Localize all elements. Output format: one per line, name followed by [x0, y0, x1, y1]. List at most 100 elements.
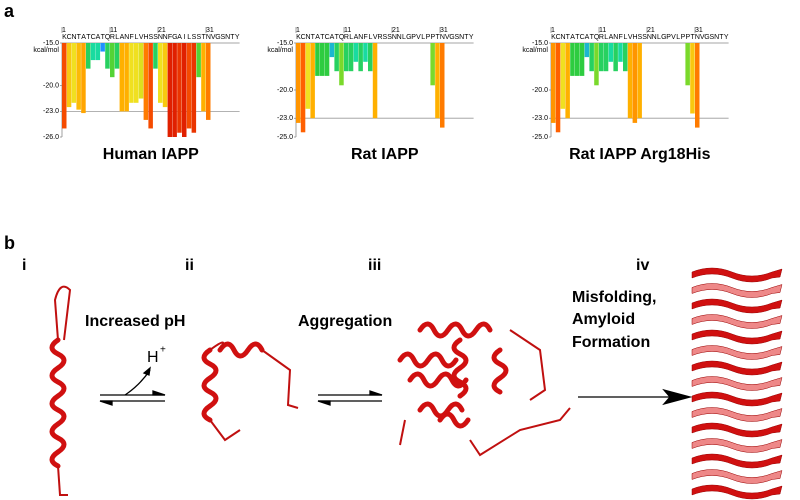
x-tick-label: 1 — [551, 27, 555, 34]
residue-label: V — [700, 34, 705, 41]
residue-label: S — [709, 34, 714, 41]
residue-label: G — [449, 34, 454, 41]
bar — [368, 43, 373, 72]
y-tick-label: -23.0 — [43, 108, 59, 115]
residue-label: N — [652, 34, 657, 41]
residue-label: P — [666, 34, 671, 41]
bar — [167, 43, 173, 137]
residue-label: P — [681, 34, 686, 41]
residue-label: S — [220, 34, 225, 41]
bar — [555, 43, 561, 133]
proton-charge: + — [160, 345, 166, 356]
bar — [153, 43, 158, 69]
x-tick-label: 11 — [599, 27, 606, 34]
residue-label: L — [657, 34, 661, 41]
step-label: Formation — [572, 334, 650, 351]
bar — [158, 43, 163, 103]
x-tick-label: 11 — [344, 27, 351, 34]
protein-monomer — [49, 285, 72, 496]
bar — [695, 43, 700, 128]
y-tick-label: -25.0 — [532, 134, 548, 141]
y-tick-label: -23.0 — [532, 115, 548, 122]
bar — [637, 43, 642, 119]
bar — [206, 43, 211, 120]
beta-strand — [691, 422, 783, 438]
bar — [86, 43, 91, 69]
bar — [560, 43, 566, 109]
bar — [440, 43, 445, 128]
residue-label: V — [373, 34, 378, 41]
bar — [81, 43, 86, 114]
residue-label: C — [556, 34, 561, 41]
residue-label: N — [647, 34, 652, 41]
bar — [186, 43, 192, 129]
beta-strand — [691, 376, 783, 391]
residue-label: T — [575, 34, 580, 41]
x-tick-label: 21 — [647, 27, 655, 34]
residue-label: T — [590, 34, 595, 41]
beta-strand — [691, 469, 783, 484]
bar — [685, 43, 690, 86]
residue-label: N — [392, 34, 397, 41]
bar — [690, 43, 695, 114]
residue-label: L — [421, 34, 425, 41]
residue-label: V — [139, 34, 144, 41]
residue-label: A — [315, 34, 320, 41]
residue-label: R — [344, 34, 349, 41]
bar — [300, 43, 306, 133]
bar — [119, 43, 125, 112]
residue-label: A — [81, 34, 86, 41]
residue-label: R — [377, 34, 382, 41]
residue-label: F — [363, 34, 367, 41]
residue-label: S — [192, 34, 197, 41]
residue-label: N — [163, 34, 168, 41]
residue-label: C — [67, 34, 72, 41]
beta-strand — [691, 329, 783, 345]
beta-strand — [691, 298, 783, 314]
protein-partial-helix — [201, 341, 299, 442]
residue-label: G — [406, 34, 411, 41]
residue-label: A — [570, 34, 575, 41]
residue-label: K — [62, 34, 67, 41]
bar — [589, 43, 594, 72]
residue-label: L — [623, 34, 627, 41]
beta-strand — [691, 267, 783, 283]
bar — [575, 43, 580, 76]
x-tick-label: 21 — [158, 27, 166, 34]
bar — [320, 43, 325, 76]
residue-label: T — [566, 34, 571, 41]
residue-label: Y — [469, 34, 474, 41]
y-tick-label: -26.0 — [43, 134, 59, 141]
residue-label: T — [201, 34, 206, 41]
bar — [182, 43, 187, 137]
bar — [363, 43, 368, 62]
bar — [603, 43, 609, 72]
residue-label: L — [604, 34, 608, 41]
residue-label: V — [671, 34, 676, 41]
bar — [310, 43, 315, 119]
residue-label: A — [177, 34, 182, 41]
bar — [196, 43, 201, 78]
bar — [201, 43, 206, 112]
beta-strand — [691, 453, 783, 469]
residue-label: L — [402, 34, 406, 41]
bar — [148, 43, 153, 129]
residue-label: A — [354, 34, 359, 41]
bar — [632, 43, 638, 123]
residue-label: S — [148, 34, 153, 41]
stage-label: iv — [636, 257, 649, 274]
bar — [329, 43, 335, 58]
bar — [344, 43, 349, 72]
residue-label: Y — [724, 34, 729, 41]
bar — [613, 43, 618, 72]
y-axis-label: kcal/mol — [33, 47, 59, 54]
proton: H — [147, 349, 159, 366]
y-tick-label: -15.0 — [277, 40, 293, 47]
bar — [62, 43, 67, 129]
residue-label: L — [676, 34, 680, 41]
residue-label: N — [305, 34, 310, 41]
residue-label: N — [158, 34, 163, 41]
y-tick-label: -20.0 — [532, 87, 548, 94]
bar — [177, 43, 182, 133]
